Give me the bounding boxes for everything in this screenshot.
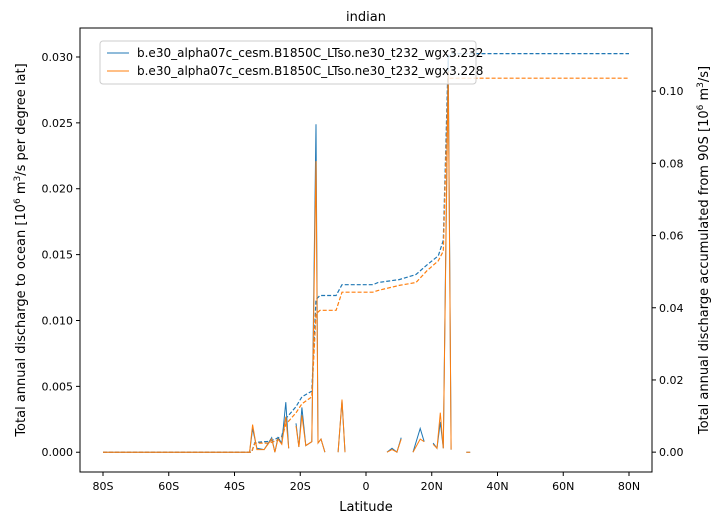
y-tick-label: 0.030 bbox=[42, 51, 74, 64]
y-tick-label: 0.000 bbox=[42, 446, 74, 459]
legend-label-228: b.e30_alpha07c_cesm.B1850C_LTso.ne30_t23… bbox=[137, 64, 483, 78]
x-tick-label: 80N bbox=[618, 480, 640, 493]
x-tick-label: 40S bbox=[224, 480, 245, 493]
chart-title: indian bbox=[346, 10, 386, 25]
legend-box bbox=[99, 40, 477, 85]
y-right-tick-label: 0.04 bbox=[659, 302, 684, 315]
x-tick-label: 40N bbox=[486, 480, 508, 493]
x-tick-label: 20S bbox=[290, 480, 311, 493]
cumulative-line-1 bbox=[103, 77, 629, 453]
x-tick-label: 60S bbox=[158, 480, 179, 493]
y-right-tick-label: 0.06 bbox=[659, 230, 684, 243]
y-right-tick-label: 0.02 bbox=[659, 374, 684, 387]
y-tick-label: 0.010 bbox=[42, 314, 74, 327]
y-tick-label: 0.020 bbox=[42, 183, 74, 196]
y-tick-label: 0.015 bbox=[42, 249, 74, 262]
y-axis-right-label: Total annual discharge accumulated from … bbox=[696, 66, 712, 435]
y-right-tick-label: 0.08 bbox=[659, 157, 684, 170]
plot-area bbox=[103, 53, 629, 454]
legend-label-232: b.e30_alpha07c_cesm.B1850C_LTso.ne30_t23… bbox=[137, 46, 483, 60]
discharge-line-0 bbox=[103, 54, 471, 454]
cumulative-line-0 bbox=[103, 53, 629, 453]
ticks: 80S 60S 40S 20S 0 20N 40N 60N 80N 0.000 0.005 0.010… bbox=[42, 51, 684, 493]
x-tick-label: 0 bbox=[363, 480, 370, 493]
x-tick-label: 60N bbox=[552, 480, 574, 493]
y-axis-label: Total annual discharge to ocean [106 m3/… bbox=[13, 63, 29, 437]
y-right-tick-label: 0.00 bbox=[659, 446, 684, 459]
y-tick-label: 0.005 bbox=[42, 380, 74, 393]
axes-frame bbox=[79, 27, 653, 473]
x-tick-label: 20N bbox=[421, 480, 443, 493]
y-tick-label: 0.025 bbox=[42, 117, 74, 130]
discharge-line-1 bbox=[103, 71, 471, 453]
y-right-tick-label: 0.10 bbox=[659, 85, 684, 98]
legend: b.e30_alpha07c_cesm.B1850C_LTso.ne30_t23… bbox=[99, 40, 483, 85]
x-axis-label: Latitude bbox=[339, 500, 393, 515]
x-tick-label: 80S bbox=[93, 480, 114, 493]
